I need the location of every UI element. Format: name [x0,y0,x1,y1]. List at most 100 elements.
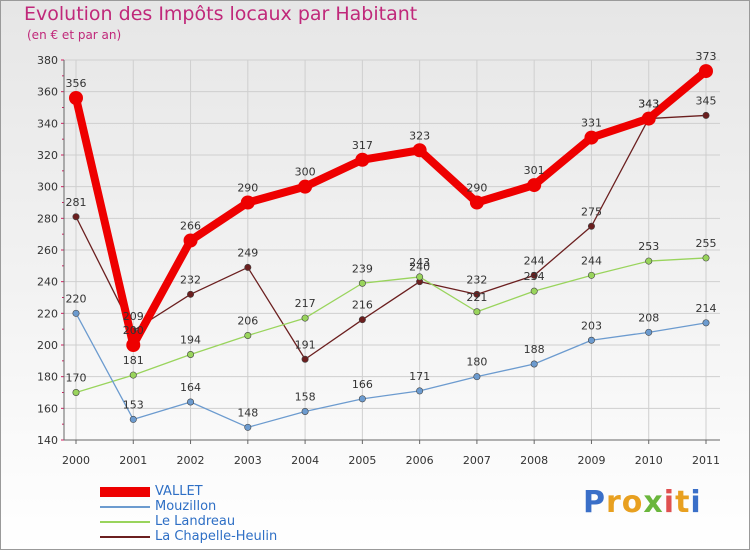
data-point-la-chapelle-heulin [244,263,252,271]
data-label-la-chapelle-heulin: 240 [409,261,430,274]
data-point-mouzillon [129,415,137,423]
logo-letter: i [663,485,676,520]
series-line-le-landreau [75,257,707,394]
data-point-mouzillon [587,336,595,344]
legend-swatch-le-landreau [100,521,150,523]
x-tick-label: 2001 [119,454,147,467]
data-label-mouzillon: 220 [66,292,87,305]
legend-item-mouzillon: Mouzillon [100,499,360,515]
data-label-la-chapelle-heulin: 244 [524,254,545,267]
data-label-mouzillon: 214 [696,302,717,315]
data-point-la-chapelle-heulin [702,111,710,119]
legend: VALLET Mouzillon Le Landreau La Chapelle… [100,484,360,545]
proxiti-logo: Proxiti [583,485,702,520]
logo-letter: x [643,485,664,520]
data-label-la-chapelle-heulin: 275 [581,205,602,218]
y-tick-label: 280 [37,212,58,225]
data-point-vallet [584,130,599,145]
data-point-le-landreau [587,271,595,279]
data-label-le-landreau: 194 [180,334,201,347]
y-tick-label: 180 [37,371,58,384]
data-point-la-chapelle-heulin [587,222,595,230]
data-label-mouzillon: 164 [180,381,201,394]
data-label-le-landreau: 244 [581,254,602,267]
x-tick-label: 2000 [62,454,90,467]
x-tick-label: 2006 [406,454,434,467]
data-label-mouzillon: 158 [295,391,316,404]
data-point-mouzillon [416,387,424,395]
data-point-vallet [355,152,370,167]
series-line-la-chapelle-heulin [75,114,707,360]
data-label-la-chapelle-heulin: 209 [123,310,144,323]
data-label-le-landreau: 255 [696,237,717,250]
data-label-la-chapelle-heulin: 345 [696,94,717,107]
data-label-la-chapelle-heulin: 232 [180,273,201,286]
legend-swatch-vallet [100,487,150,497]
data-label-vallet: 300 [295,166,316,179]
data-point-vallet [240,195,255,210]
y-tick-label: 300 [37,181,58,194]
x-tick-label: 2002 [177,454,205,467]
x-tick-label: 2010 [635,454,663,467]
data-label-vallet: 331 [581,117,602,130]
data-point-mouzillon [530,360,538,368]
data-point-mouzillon [187,398,195,406]
y-tick-label: 220 [37,307,58,320]
legend-label-le-landreau: Le Landreau [155,514,236,529]
data-point-mouzillon [244,423,252,431]
data-label-le-landreau: 239 [352,262,373,275]
data-label-le-landreau: 234 [524,270,545,283]
y-tick-label: 260 [37,244,58,257]
logo-letter: i [690,485,702,520]
data-label-vallet: 373 [696,50,717,63]
data-label-vallet: 356 [66,77,87,90]
data-label-la-chapelle-heulin: 343 [638,98,659,111]
data-point-vallet [641,111,656,126]
y-tick-label: 160 [37,402,58,415]
data-label-le-landreau: 243 [409,256,430,269]
logo-letter: t [675,485,691,520]
y-tick-label: 140 [37,434,58,447]
data-point-le-landreau [530,287,538,295]
legend-label-vallet: VALLET [155,484,203,499]
logo-letter: r [606,485,622,520]
series-layer [69,64,713,431]
data-label-mouzillon: 208 [638,311,659,324]
data-point-le-landreau [72,388,80,396]
data-point-mouzillon [702,319,710,327]
data-point-vallet [527,178,542,193]
data-point-le-landreau [129,371,137,379]
x-tick-label: 2011 [692,454,720,467]
data-point-la-chapelle-heulin [530,271,538,279]
data-label-mouzillon: 188 [524,343,545,356]
legend-swatch-mouzillon [100,506,150,508]
legend-item-vallet: VALLET [100,484,360,500]
series-line-mouzillon [75,312,707,428]
data-label-vallet: 290 [237,182,258,195]
series-line-vallet [72,67,710,349]
data-point-mouzillon [301,407,309,415]
data-point-vallet [298,179,313,194]
chart-title: Evolution des Impôts locaux par Habitant [24,3,418,25]
data-point-la-chapelle-heulin [301,355,309,363]
data-label-mouzillon: 203 [581,319,602,332]
data-point-le-landreau [645,257,653,265]
data-point-vallet [126,338,141,352]
data-label-vallet: 317 [352,139,373,152]
legend-label-la-chapelle-heulin: La Chapelle-Heulin [155,529,278,544]
data-label-le-landreau: 170 [66,372,87,385]
data-label-vallet: 323 [409,129,430,142]
logo-letter: P [583,485,606,520]
data-point-vallet [69,91,83,105]
logo-letter: o [621,485,644,520]
data-label-vallet: 266 [180,220,201,233]
data-label-vallet: 290 [466,182,487,195]
data-point-vallet [469,195,484,210]
data-point-le-landreau [702,254,710,262]
x-tick-label: 2007 [463,454,491,467]
data-point-la-chapelle-heulin [473,290,481,298]
data-point-mouzillon [473,373,481,381]
data-point-mouzillon [358,395,366,403]
data-point-vallet [183,233,198,248]
